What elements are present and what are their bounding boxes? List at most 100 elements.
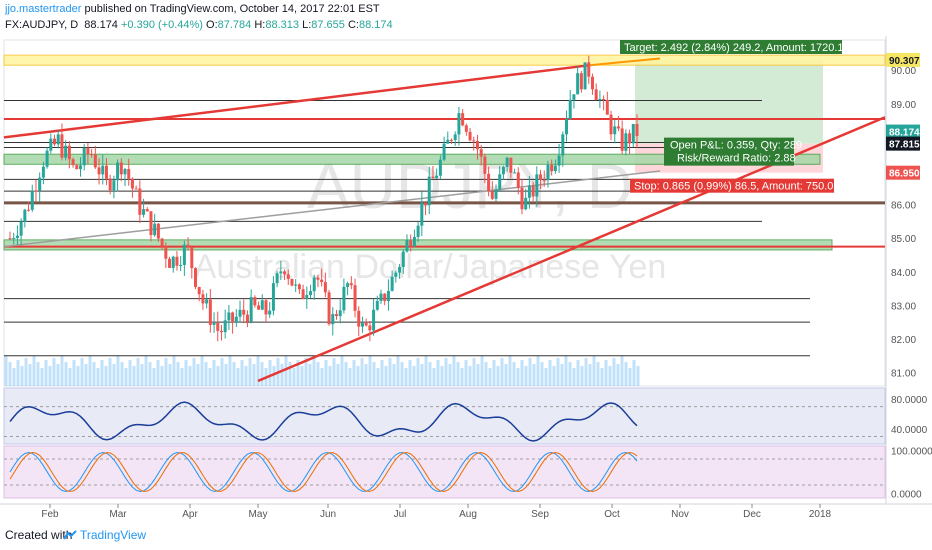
- candle: [305, 286, 309, 309]
- candle: [561, 131, 565, 167]
- price-label-bg: [886, 165, 920, 180]
- candle: [390, 270, 394, 292]
- candles: [8, 55, 639, 342]
- candle: [234, 309, 238, 327]
- candle: [446, 131, 450, 144]
- candle: [579, 71, 583, 93]
- candle: [472, 136, 476, 151]
- rsi-pane: [3, 387, 886, 445]
- candle: [160, 237, 164, 250]
- candle: [78, 157, 82, 177]
- price-label: 87.815: [889, 140, 920, 151]
- candle: [431, 165, 435, 179]
- candle: [338, 299, 342, 324]
- candle: [546, 160, 550, 188]
- candle: [45, 147, 49, 169]
- rsi-tick: 80.0000: [891, 395, 928, 406]
- price-tick: 83.00: [891, 301, 916, 312]
- candle: [309, 284, 313, 299]
- price-tick: 81.00: [891, 369, 916, 380]
- stoch-k-line: [9, 451, 638, 493]
- candle: [453, 131, 457, 146]
- candle: [535, 166, 539, 207]
- candle: [297, 283, 301, 295]
- candle: [334, 309, 338, 320]
- candle: [442, 136, 446, 162]
- author-link[interactable]: jjo.mastertrader: [5, 3, 82, 15]
- candle: [323, 272, 327, 298]
- candle: [153, 213, 157, 237]
- candle: [631, 123, 635, 148]
- time-tick: Aug: [459, 509, 477, 520]
- candle: [416, 222, 420, 243]
- candle: [194, 267, 198, 290]
- candle: [513, 168, 517, 174]
- symbol-label[interactable]: FX:AUDJPY, D: [5, 19, 79, 31]
- candle: [594, 83, 598, 101]
- candle: [616, 115, 620, 132]
- candle: [12, 232, 16, 245]
- time-tick: Dec: [743, 509, 761, 520]
- time-tick: Apr: [182, 509, 198, 520]
- candle: [553, 159, 557, 174]
- candle: [190, 246, 194, 279]
- price-tick: 82.00: [891, 335, 916, 346]
- candle: [501, 165, 505, 180]
- candle: [149, 211, 153, 242]
- candle: [156, 223, 160, 242]
- candle: [283, 269, 287, 281]
- candle: [208, 288, 212, 333]
- time-tick: Mar: [109, 509, 127, 520]
- publish-info: jjo.mastertrader published on TradingVie…: [5, 3, 380, 15]
- candle: [587, 55, 591, 84]
- candle: [171, 255, 175, 273]
- candle: [598, 90, 602, 109]
- candle: [360, 316, 364, 333]
- candle: [605, 91, 609, 115]
- time-tick: May: [249, 509, 268, 520]
- last-price: 88.174: [84, 19, 118, 31]
- tradingview-brand[interactable]: TradingView: [80, 528, 146, 542]
- candle: [613, 119, 617, 144]
- candle: [520, 178, 524, 215]
- candle: [372, 298, 376, 336]
- time-tick: Jun: [320, 509, 336, 520]
- candle: [394, 270, 398, 283]
- candle: [268, 301, 272, 319]
- candle: [223, 309, 227, 339]
- candle: [475, 134, 479, 160]
- candle: [312, 274, 316, 300]
- candle: [264, 298, 268, 323]
- candle: [412, 229, 416, 248]
- target-label-bg: [620, 40, 842, 54]
- candle: [67, 140, 71, 169]
- candle: [524, 188, 528, 211]
- candle: [231, 311, 235, 334]
- candle: [145, 207, 149, 212]
- candle: [116, 159, 120, 192]
- time-tick: Oct: [604, 509, 620, 520]
- stoch-tick: 0.0000: [891, 490, 922, 501]
- candle: [386, 279, 390, 311]
- candle: [342, 278, 346, 314]
- price-tick: 84.00: [891, 268, 916, 279]
- candle: [449, 138, 453, 144]
- candle: [108, 174, 112, 195]
- candle: [41, 161, 45, 185]
- zone-yellow-0: [3, 54, 886, 66]
- candle: [104, 158, 108, 186]
- candle: [242, 299, 246, 324]
- time-tick: Nov: [671, 509, 689, 520]
- candle: [576, 65, 580, 95]
- candle: [494, 184, 498, 202]
- low-label: L:: [302, 19, 312, 31]
- price-label: 90.307: [889, 56, 920, 67]
- candle: [379, 289, 383, 304]
- target-label: Target: 2.492 (2.84%) 249.2, Amount: 172…: [624, 42, 850, 54]
- candle: [286, 269, 290, 285]
- candle: [97, 158, 101, 185]
- candle: [60, 123, 64, 161]
- candle: [490, 181, 494, 201]
- pnl-box: [664, 137, 794, 166]
